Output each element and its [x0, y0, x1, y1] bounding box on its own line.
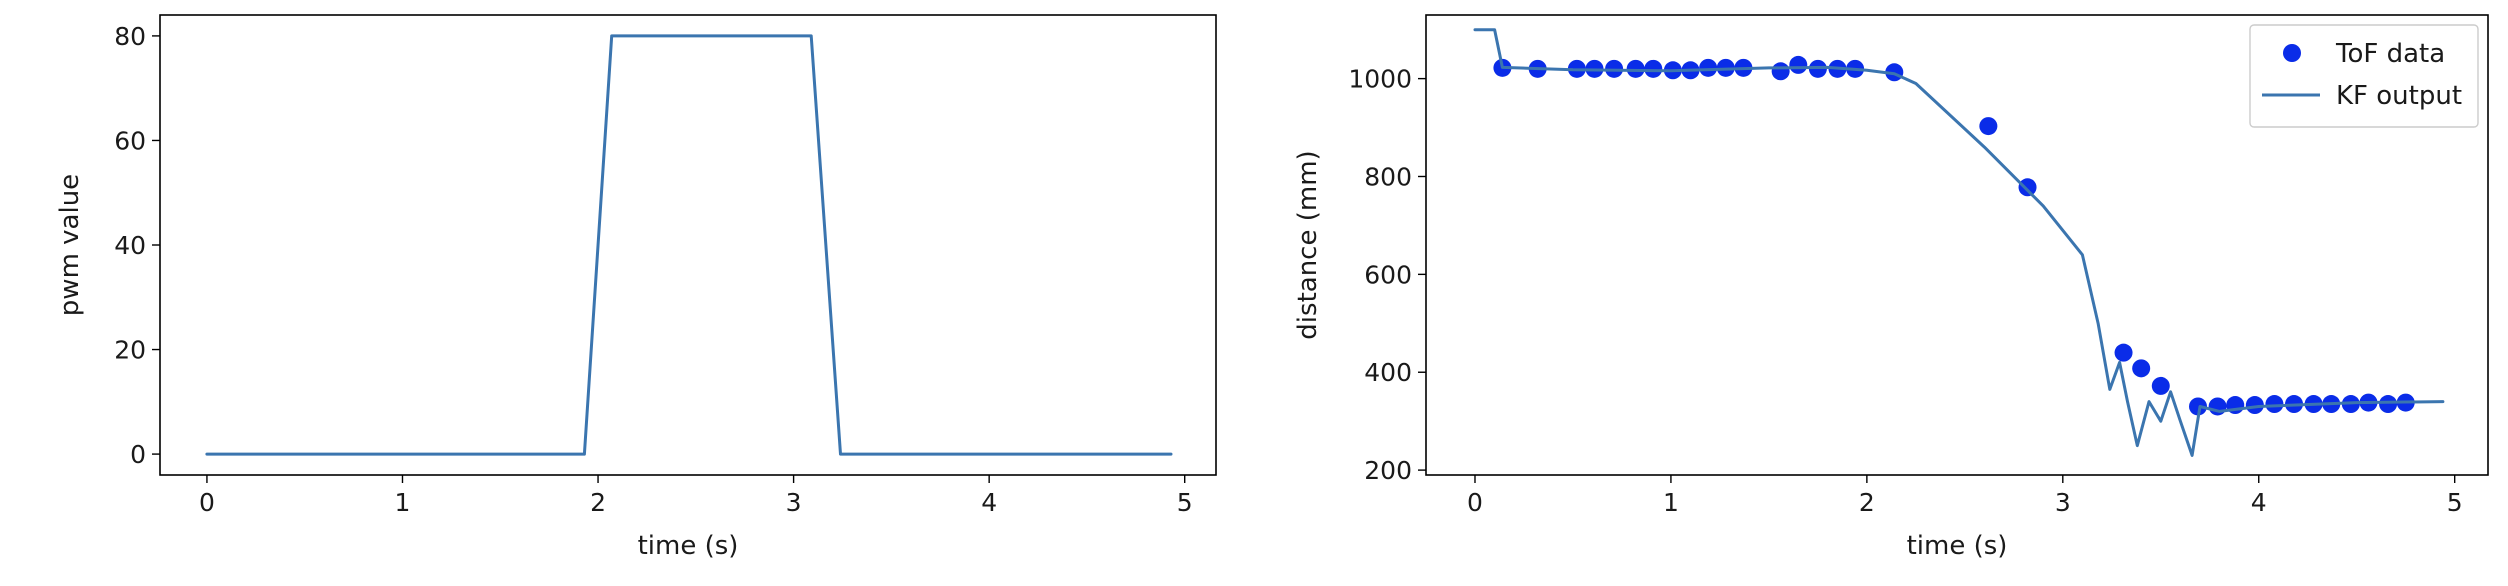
data-point: [2208, 397, 2227, 416]
data-point: [2189, 397, 2208, 416]
x-tick-label: 3: [786, 488, 802, 517]
data-point: [1979, 117, 1998, 136]
x-tick-label: 2: [590, 488, 606, 517]
y-axis-label: distance (mm): [1293, 150, 1323, 339]
y-tick-label: 40: [114, 231, 146, 260]
x-tick-label: 5: [2447, 488, 2463, 517]
x-tick-label: 5: [1177, 488, 1193, 517]
data-point: [1699, 58, 1718, 77]
distance-chart: 0 1 2 3 4 5 200 400 600 800 1000 time (s) distance (…: [1293, 14, 2489, 561]
x-tick-label: 4: [2251, 488, 2267, 517]
data-point: [2245, 396, 2264, 415]
y-tick-label: 0: [130, 440, 146, 469]
data-point: [1771, 62, 1790, 81]
data-point: [2151, 376, 2170, 395]
x-tick-label: 4: [981, 488, 997, 517]
plot-frame: [159, 14, 1217, 476]
y-tick-label: 20: [114, 336, 146, 365]
plot-frame: [1425, 14, 2489, 476]
legend: ToF data KF output: [2249, 24, 2479, 128]
x-tick-label: 3: [2055, 488, 2071, 517]
legend-box: [2249, 24, 2479, 128]
data-point: [2379, 395, 2398, 414]
data-point: [2114, 343, 2133, 362]
y-tick-label: 400: [1364, 358, 1412, 387]
y-tick-label: 80: [114, 22, 146, 51]
legend-label: ToF data: [2335, 39, 2445, 69]
x-axis-label: time (s): [1907, 531, 2008, 561]
y-tick-label: 60: [114, 126, 146, 155]
x-tick-label: 0: [1467, 488, 1483, 517]
data-point: [2018, 178, 2037, 197]
x-tick-label: 0: [199, 488, 215, 517]
legend-label: KF output: [2336, 81, 2462, 111]
data-point: [1789, 55, 1808, 74]
data-point: [2132, 359, 2151, 378]
legend-marker: [2283, 44, 2301, 62]
y-tick-label: 1000: [1348, 65, 1412, 94]
x-tick-label: 2: [1859, 488, 1875, 517]
y-tick-label: 800: [1364, 162, 1412, 191]
y-axis-label: pwm value: [55, 174, 85, 316]
pwm-chart: 0 1 2 3 4 5 0 20 40 60 80 time (s) pwm value: [55, 14, 1217, 561]
data-point: [1626, 59, 1645, 78]
series-line: [205, 34, 1173, 456]
data-point: [1644, 59, 1663, 78]
x-tick-label: 1: [395, 488, 411, 517]
y-tick-label: 600: [1364, 260, 1412, 289]
x-axis-label: time (s): [638, 531, 739, 561]
x-tick-label: 1: [1663, 488, 1679, 517]
series-line: [1473, 28, 2445, 457]
data-point: [2265, 395, 2284, 414]
y-tick-label: 200: [1364, 456, 1412, 485]
